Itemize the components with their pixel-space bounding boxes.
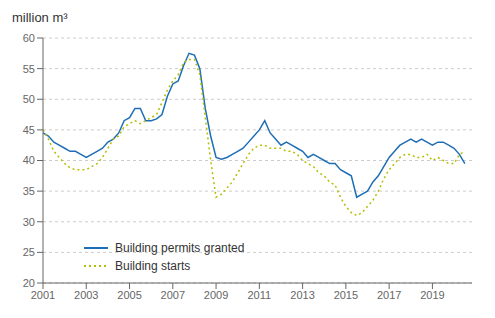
svg-text:2015: 2015 (334, 289, 358, 301)
svg-text:2005: 2005 (117, 289, 141, 301)
svg-text:2001: 2001 (31, 289, 55, 301)
svg-text:50: 50 (23, 93, 35, 105)
svg-text:45: 45 (23, 124, 35, 136)
svg-text:2019: 2019 (420, 289, 444, 301)
html-text:Building permits granted: Building permits granted (115, 241, 245, 255)
svg-text:55: 55 (23, 63, 35, 75)
svg-text:35: 35 (23, 185, 35, 197)
svg-text:60: 60 (23, 32, 35, 44)
svg-text:2013: 2013 (290, 289, 314, 301)
svg-text:2017: 2017 (377, 289, 401, 301)
svg-text:2009: 2009 (204, 289, 228, 301)
svg-text:20: 20 (23, 277, 35, 289)
svg-text:2007: 2007 (161, 289, 185, 301)
svg-text:40: 40 (23, 154, 35, 166)
svg-text:2003: 2003 (74, 289, 98, 301)
svg-text:2011: 2011 (248, 289, 272, 301)
svg-text:30: 30 (23, 216, 35, 228)
svg-text:25: 25 (23, 246, 35, 258)
html-text:million m³: million m³ (12, 10, 68, 25)
html-text:Building starts: Building starts (115, 259, 191, 273)
